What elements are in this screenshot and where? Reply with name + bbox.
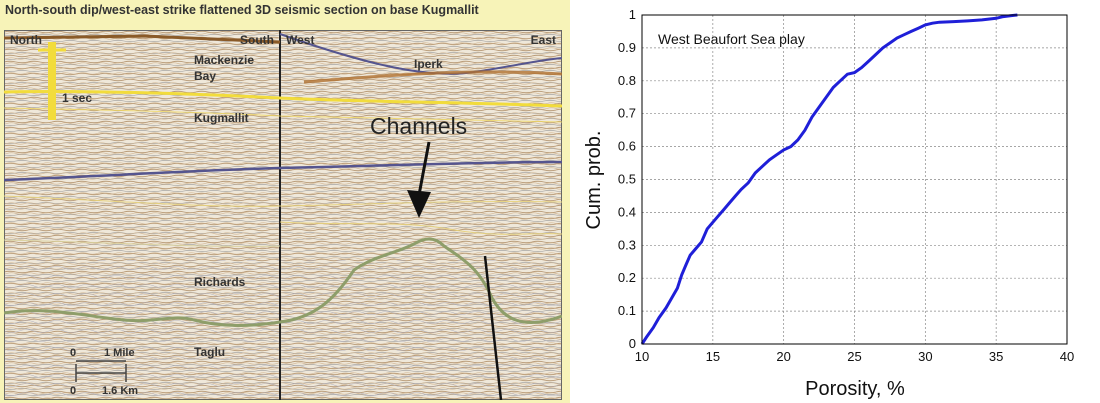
y-tick-label: 0.7 bbox=[618, 106, 636, 121]
yellow-horizon bbox=[4, 89, 562, 108]
y-tick-label: 0.1 bbox=[618, 303, 636, 318]
plot-border bbox=[641, 14, 1068, 345]
fault-line bbox=[483, 255, 503, 400]
label-scale-mile: 1 Mile bbox=[104, 347, 135, 359]
x-tick-label: 20 bbox=[776, 349, 790, 364]
porosity-chart-panel: 10 15 20 25 30 35 40 0 0.1 0.2 0.3 0.4 0.5 0.6 0.7 0.8… bbox=[570, 0, 1100, 403]
label-iperk: Iperk bbox=[414, 57, 443, 71]
label-kugmallit: Kugmallit bbox=[194, 111, 249, 125]
cdf-series-line bbox=[640, 13, 1018, 345]
green-horizon bbox=[4, 237, 562, 327]
y-tick-label: 0.2 bbox=[618, 270, 636, 285]
y-tick-label: 0.4 bbox=[618, 204, 636, 219]
label-bay: Bay bbox=[194, 69, 216, 83]
y-tick-label: 1 bbox=[629, 7, 636, 22]
iperk-base-horizon bbox=[303, 70, 562, 84]
label-south: South bbox=[240, 33, 274, 47]
label-east: East bbox=[531, 33, 556, 47]
label-mackenzie: Mackenzie bbox=[194, 53, 254, 67]
label-west: West bbox=[286, 33, 314, 47]
one-sec-scale-bar bbox=[48, 42, 56, 120]
y-tick-label: 0.9 bbox=[618, 40, 636, 55]
faint-horizon-3 bbox=[4, 239, 281, 247]
channels-arrow-head bbox=[407, 190, 431, 218]
seismic-section: North South West East Mackenzie Bay Iper… bbox=[4, 30, 562, 400]
faint-horizon-1 bbox=[4, 195, 562, 207]
x-tick-label: 35 bbox=[989, 349, 1003, 364]
label-taglu: Taglu bbox=[194, 345, 225, 359]
seismic-panel: North-south dip/west-east strike flatten… bbox=[4, 3, 562, 400]
label-scale-zero-top: 0 bbox=[70, 347, 76, 359]
x-tick-label: 30 bbox=[918, 349, 932, 364]
y-axis-ticks: 0 0.1 0.2 0.3 0.4 0.5 0.6 0.7 0.8 0.9 1 bbox=[618, 7, 636, 351]
y-tick-label: 0.6 bbox=[618, 139, 636, 154]
seismic-border bbox=[4, 30, 562, 400]
x-axis-ticks: 10 15 20 25 30 35 40 bbox=[635, 349, 1074, 364]
y-tick-label: 0.5 bbox=[618, 172, 636, 187]
label-scale-km: 1.6 Km bbox=[102, 385, 138, 397]
y-tick-label: 0 bbox=[629, 336, 636, 351]
faint-horizon-2 bbox=[279, 221, 562, 235]
channels-arrow-shaft bbox=[417, 141, 431, 196]
top-brown-horizon bbox=[4, 34, 281, 44]
y-tick-label: 0.8 bbox=[618, 73, 636, 88]
seismic-title: North-south dip/west-east strike flatten… bbox=[5, 3, 479, 17]
x-tick-label: 25 bbox=[847, 349, 861, 364]
seismic-texture-deep bbox=[4, 260, 562, 400]
label-north: North bbox=[10, 33, 42, 47]
label-one-sec: 1 sec bbox=[62, 91, 92, 105]
label-richards: Richards bbox=[194, 275, 246, 289]
y-axis-label: Cum. prob. bbox=[583, 131, 605, 230]
x-axis-label: Porosity, % bbox=[805, 378, 905, 400]
y-tick-label: 0.3 bbox=[618, 237, 636, 252]
x-tick-label: 40 bbox=[1060, 349, 1074, 364]
porosity-cdf-chart: 10 15 20 25 30 35 40 0 0.1 0.2 0.3 0.4 0.5 0.6 0.7 0.8… bbox=[583, 7, 1074, 400]
x-tick-label: 15 bbox=[706, 349, 720, 364]
yellow-horizon-thin bbox=[4, 107, 562, 123]
label-scale-zero-bottom: 0 bbox=[70, 385, 76, 397]
label-channels: Channels bbox=[370, 113, 467, 139]
chart-annotation: West Beaufort Sea play bbox=[658, 31, 805, 47]
blue-horizon bbox=[4, 160, 562, 182]
x-tick-label: 10 bbox=[635, 349, 649, 364]
